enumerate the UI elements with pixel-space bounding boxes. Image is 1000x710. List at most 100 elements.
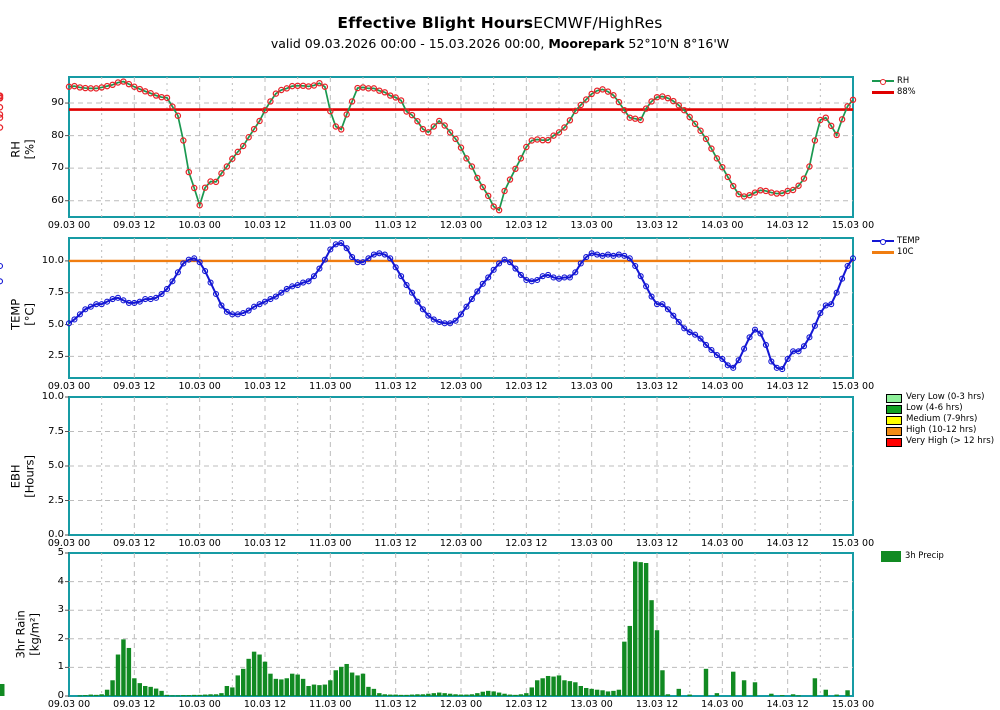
precip-xtick: 11.03 12 [374, 699, 417, 710]
legend-label-ebh-medium: Medium (7-9hrs) [906, 414, 978, 425]
temp-xtick: 14.03 12 [766, 381, 809, 392]
temp-ytick: 7.5 [48, 286, 64, 298]
legend-item-temp: TEMP [872, 236, 920, 246]
ebh-xtick: 15.03 00 [831, 538, 875, 549]
ebh-panel [68, 396, 854, 536]
precip-xtick: 10.03 00 [178, 699, 221, 710]
temp-axis-label: TEMP [°C] [8, 298, 37, 330]
ebh-high-swatch [886, 426, 902, 436]
ebh-xtick: 11.03 12 [374, 538, 417, 549]
legend-item-ebh-medium: Medium (7-9hrs) [886, 415, 994, 425]
rh-xtick: 09.03 00 [47, 220, 91, 231]
legend-label-precip: 3h Precip [905, 550, 944, 561]
title-model: ECMWF/HighRes [533, 14, 663, 32]
rh-xtick: 15.03 00 [831, 220, 875, 231]
legend-label-ebh-very-high: Very High (> 12 hrs) [906, 436, 995, 447]
rh-xtick: 13.03 12 [635, 220, 679, 231]
title-main-bold: Effective Blight Hours [337, 14, 534, 32]
temp-xtick: 14.03 00 [701, 381, 744, 392]
ebh-axis-label: EBH [Hours] [8, 455, 37, 498]
temp-ytick: 5.0 [48, 318, 64, 330]
temp-xtick: 09.03 12 [113, 381, 156, 392]
ebh-xtick: 14.03 00 [701, 538, 744, 549]
temp-xtick: 10.03 12 [243, 381, 287, 392]
temp-xtick: 12.03 00 [439, 381, 483, 392]
legend-item-temp-threshold: 10C [872, 247, 920, 257]
precip-xtick: 14.03 00 [701, 699, 744, 710]
rh-xtick: 10.03 00 [178, 220, 221, 231]
precip-ytick: 1 [57, 661, 64, 673]
rh-xtick: 10.03 12 [243, 220, 287, 231]
subtitle-station: Moorepark [548, 36, 625, 51]
temp-xtick: 15.03 00 [831, 381, 875, 392]
legend-label-rh-threshold: 88% [897, 86, 916, 97]
temp-ytick: 2.5 [48, 350, 64, 362]
ebh-ytick: 2.5 [48, 494, 64, 506]
ebh-xtick: 09.03 12 [113, 538, 156, 549]
rh-ytick: 80 [51, 129, 64, 141]
precip-xtick: 11.03 00 [309, 699, 352, 710]
ebh-xtick: 10.03 12 [243, 538, 287, 549]
rh-xtick: 14.03 00 [701, 220, 744, 231]
ebh-xtick: 09.03 00 [47, 538, 91, 549]
precip-xtick: 12.03 12 [505, 699, 548, 710]
precip-ytick: 2 [57, 632, 64, 644]
page-title: Effective Blight HoursECMWF/HighRes [0, 14, 1000, 32]
temp-legend: TEMP 10C [872, 236, 920, 258]
temp-xtick: 09.03 00 [47, 381, 91, 392]
ebh-legend: Very Low (0-3 hrs) Low (4-6 hrs) Medium … [886, 393, 994, 448]
legend-item-ebh-very-low: Very Low (0-3 hrs) [886, 393, 994, 403]
ebh-very-high-swatch [886, 437, 902, 447]
rh-panel [68, 76, 854, 218]
ebh-ytick: 10.0 [41, 391, 64, 402]
ebh-xtick: 13.03 00 [570, 538, 613, 549]
temp-xtick: 11.03 00 [309, 381, 352, 392]
temp-panel [68, 237, 854, 379]
legend-item-rh-threshold: 88% [872, 87, 916, 97]
ebh-xtick: 14.03 12 [766, 538, 809, 549]
legend-item-ebh-very-high: Very High (> 12 hrs) [886, 437, 994, 447]
rh-xtick: 09.03 12 [113, 220, 156, 231]
rh-xtick: 13.03 00 [570, 220, 613, 231]
ebh-xtick: 12.03 00 [439, 538, 483, 549]
ebh-ytick: 7.5 [48, 425, 64, 437]
temp-series-swatch [872, 239, 894, 245]
chart-subtitle: valid 09.03.2026 00:00 - 15.03.2026 00:0… [0, 36, 1000, 51]
subtitle-validity: valid 09.03.2026 00:00 - 15.03.2026 00:0… [270, 36, 549, 51]
precip-xtick: 14.03 12 [766, 699, 809, 710]
legend-label-rh: RH [897, 75, 910, 86]
precip-ytick: 0 [57, 690, 64, 701]
chart-title-block: Effective Blight HoursECMWF/HighRes vali… [0, 14, 1000, 51]
rh-ytick: 60 [51, 194, 64, 206]
rh-xtick: 11.03 00 [309, 220, 352, 231]
ebh-ytick: 0.0 [48, 529, 64, 540]
precip-panel [68, 552, 854, 697]
ebh-xtick: 11.03 00 [309, 538, 352, 549]
precip-xtick: 13.03 12 [635, 699, 679, 710]
ebh-ytick: 5.0 [48, 460, 64, 471]
legend-item-precip: 3h Precip [881, 550, 944, 562]
ebh-medium-swatch [886, 415, 902, 425]
legend-item-ebh-low: Low (4-6 hrs) [886, 404, 994, 414]
ebh-xtick: 10.03 00 [178, 538, 221, 549]
legend-label-temp: TEMP [897, 235, 920, 246]
ebh-low-swatch [886, 404, 902, 414]
subtitle-coords: 52°10'N 8°16'W [624, 36, 730, 51]
legend-item-ebh-high: High (10-12 hrs) [886, 426, 994, 436]
temp-xtick: 12.03 12 [505, 381, 548, 392]
precip-xtick: 09.03 00 [47, 699, 91, 710]
temp-xtick: 13.03 00 [570, 381, 613, 392]
temp-xtick: 13.03 12 [635, 381, 679, 392]
precip-xtick: 09.03 12 [113, 699, 156, 710]
rh-xtick: 14.03 12 [766, 220, 809, 231]
precip-xtick: 13.03 00 [570, 699, 613, 710]
rh-xtick: 12.03 00 [439, 220, 483, 231]
temp-threshold-swatch [872, 250, 894, 254]
rh-axis-label: RH [%] [8, 139, 37, 160]
rh-xtick: 11.03 12 [374, 220, 417, 231]
temp-xtick: 10.03 00 [178, 381, 221, 392]
temp-ytick: 10.0 [41, 254, 64, 266]
precip-legend: 3h Precip [881, 550, 944, 562]
legend-label-temp-threshold: 10C [897, 246, 914, 257]
legend-item-rh: RH [872, 76, 916, 86]
